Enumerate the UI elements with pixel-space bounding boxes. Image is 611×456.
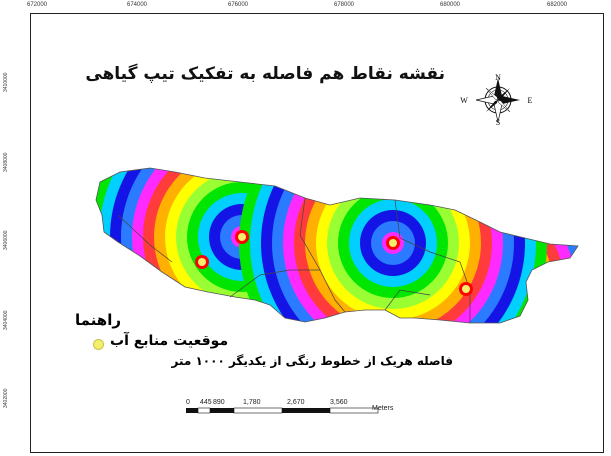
east-label: E [528, 96, 533, 105]
scale-label-0: 0 [186, 399, 190, 406]
water-sources [195, 230, 473, 296]
scale-label-445: 445 [200, 399, 212, 406]
legend-item-water-source: موقعیت منابع آب [110, 333, 229, 349]
distance-rings [96, 168, 578, 323]
water-source-symbol [93, 339, 104, 350]
water-source-point [462, 285, 470, 293]
watershed-boundary [95, 167, 579, 324]
scale-label-890: 890 [213, 399, 225, 406]
easting-tick-672000: 672000 [27, 2, 48, 8]
water-source-point [238, 233, 246, 241]
water-source-point [389, 239, 397, 247]
scale-bar [186, 407, 379, 414]
easting-tick-682000: 682000 [547, 2, 568, 8]
north-label: N [495, 74, 501, 82]
legend-note: فاصله هریک از خطوط رنگی از یکدیگر ۱۰۰۰ م… [171, 354, 453, 368]
map-title: نقشه نقاط هم فاصله به تفکیک تیپ گیاهی [85, 64, 445, 84]
west-label: W [460, 96, 468, 105]
scale-label-1780: 1,780 [243, 399, 261, 406]
water-source-point [198, 258, 206, 266]
compass-rose-icon: N S E W [460, 74, 533, 126]
scale-label-3560: 3,560 [330, 399, 348, 406]
south-label: S [496, 118, 500, 126]
easting-tick-674000: 674000 [127, 2, 148, 8]
map-frame [30, 13, 604, 453]
legend-title: راهنما [75, 311, 121, 329]
scale-label-2670: 2,670 [287, 399, 305, 406]
easting-tick-680000: 680000 [440, 2, 461, 8]
scale-unit: Meters [372, 405, 394, 412]
easting-tick-676000: 676000 [228, 2, 249, 8]
easting-tick-678000: 678000 [334, 2, 355, 8]
vegetation-type-borders [117, 197, 471, 323]
